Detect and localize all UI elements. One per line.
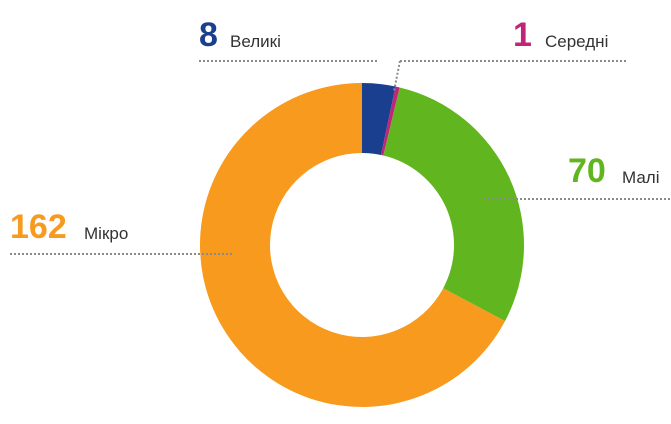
label-group-mikro: 162 Мікро — [10, 208, 232, 255]
data-label-value-velyki: 8 — [199, 16, 218, 54]
leader-line-seredni-tick — [393, 60, 401, 92]
data-label-name-mikro: Мікро — [84, 224, 128, 243]
donut-slice-4 — [200, 83, 506, 407]
slices-group — [200, 83, 524, 407]
label-group-mali: 70 Малі — [484, 152, 671, 200]
data-label-name-seredni: Середні — [545, 32, 608, 51]
data-label-name-mali: Малі — [622, 168, 660, 187]
donut-slice-2 — [381, 86, 400, 156]
donut-slice-3 — [383, 87, 524, 322]
data-label-value-mali: 70 — [568, 152, 606, 190]
donut-slice-1 — [362, 83, 396, 155]
data-label-name-velyki: Великі — [230, 32, 281, 51]
data-label-value-mikro: 162 — [10, 208, 67, 246]
label-group-velyki: 8 Великі — [199, 16, 378, 62]
data-label-value-seredni: 1 — [513, 16, 532, 54]
label-group-seredni: 1 Середні — [393, 16, 626, 92]
